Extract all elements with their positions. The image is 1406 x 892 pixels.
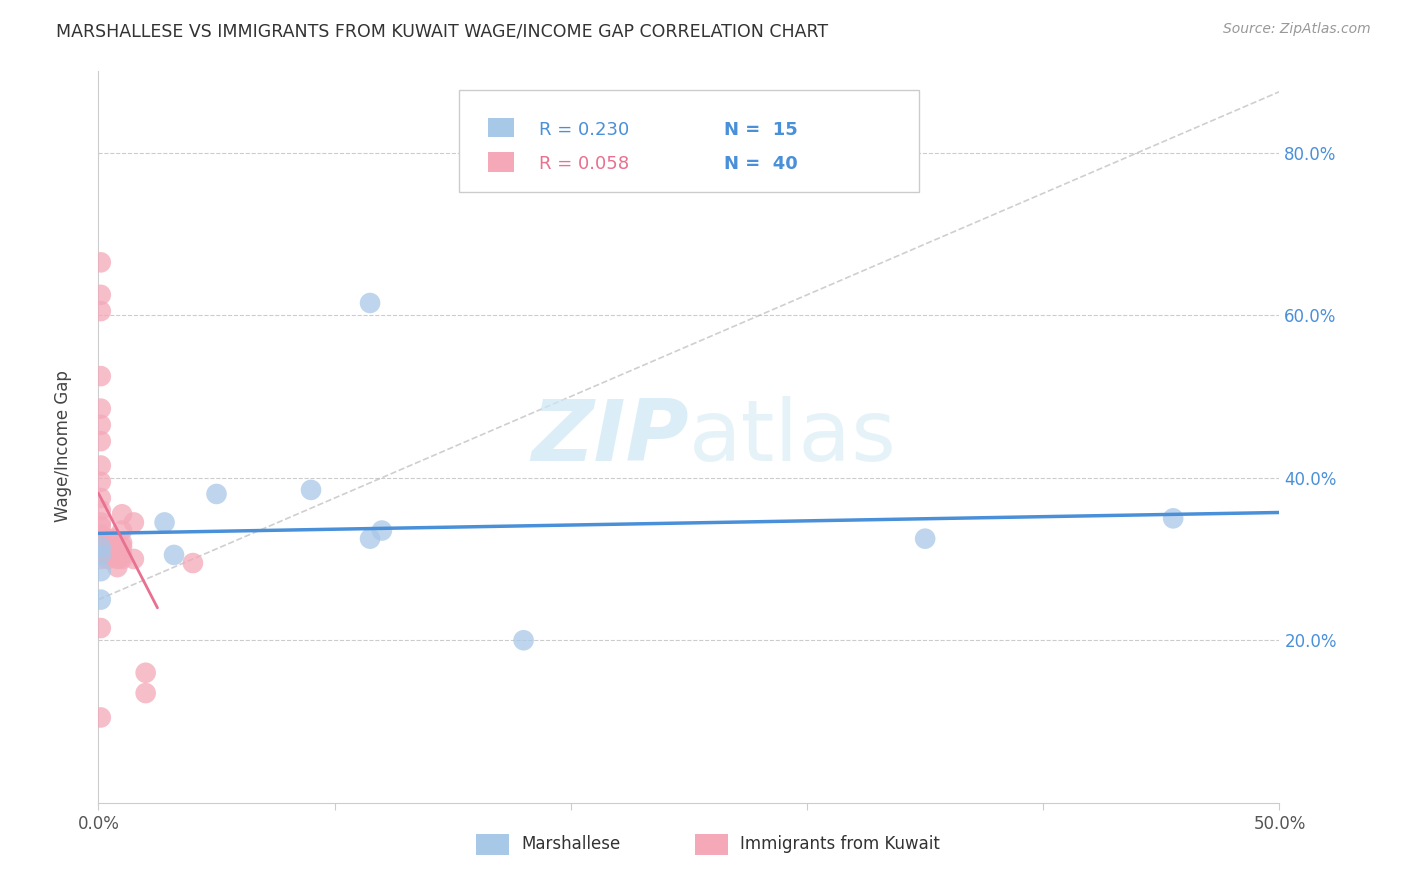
FancyBboxPatch shape xyxy=(488,153,515,171)
Text: atlas: atlas xyxy=(689,395,897,479)
Text: R = 0.058: R = 0.058 xyxy=(538,155,628,173)
Point xyxy=(153,516,176,530)
Point xyxy=(90,621,112,635)
Point xyxy=(90,491,112,505)
Text: Marshallese: Marshallese xyxy=(522,836,620,854)
Point xyxy=(299,483,322,497)
Point xyxy=(181,556,204,570)
Point xyxy=(90,503,112,517)
Text: MARSHALLESE VS IMMIGRANTS FROM KUWAIT WAGE/INCOME GAP CORRELATION CHART: MARSHALLESE VS IMMIGRANTS FROM KUWAIT WA… xyxy=(56,22,828,40)
Point xyxy=(90,535,112,549)
Point xyxy=(90,540,112,554)
Point xyxy=(111,548,134,562)
Text: ZIP: ZIP xyxy=(531,395,689,479)
Point xyxy=(90,519,112,533)
Point xyxy=(90,255,112,269)
Point xyxy=(135,686,157,700)
Point xyxy=(1161,511,1184,525)
Point xyxy=(90,532,112,546)
Point xyxy=(122,552,145,566)
FancyBboxPatch shape xyxy=(477,833,509,855)
Point xyxy=(205,487,228,501)
Point xyxy=(90,288,112,302)
Text: Wage/Income Gap: Wage/Income Gap xyxy=(55,370,72,522)
FancyBboxPatch shape xyxy=(488,118,515,137)
Point xyxy=(90,369,112,384)
Point xyxy=(111,540,134,554)
Point xyxy=(163,548,186,562)
Point xyxy=(90,434,112,449)
Text: Source: ZipAtlas.com: Source: ZipAtlas.com xyxy=(1223,22,1371,37)
FancyBboxPatch shape xyxy=(458,90,920,192)
Point xyxy=(101,532,124,546)
Point xyxy=(111,508,134,522)
Point xyxy=(90,304,112,318)
Point xyxy=(90,516,112,530)
Point xyxy=(111,524,134,538)
Point xyxy=(105,560,128,574)
Point xyxy=(359,296,381,310)
Point xyxy=(105,552,128,566)
Point xyxy=(90,548,112,562)
Point xyxy=(90,710,112,724)
Point xyxy=(101,548,124,562)
Point xyxy=(90,540,112,554)
Point xyxy=(111,535,134,549)
Text: N =  15: N = 15 xyxy=(724,121,799,139)
Text: N =  40: N = 40 xyxy=(724,155,799,173)
Point xyxy=(97,544,120,558)
Point xyxy=(90,552,112,566)
Point xyxy=(97,532,120,546)
Point xyxy=(97,552,120,566)
FancyBboxPatch shape xyxy=(695,833,728,855)
Point xyxy=(90,458,112,473)
Point xyxy=(914,532,936,546)
Point xyxy=(90,401,112,416)
Point xyxy=(90,527,112,541)
Point xyxy=(111,552,134,566)
Point xyxy=(512,633,534,648)
Point xyxy=(90,475,112,489)
Point xyxy=(101,535,124,549)
Point xyxy=(135,665,157,680)
Point xyxy=(122,516,145,530)
Point xyxy=(90,548,112,562)
Point xyxy=(90,592,112,607)
Point xyxy=(90,564,112,578)
Text: R = 0.230: R = 0.230 xyxy=(538,121,630,139)
Point xyxy=(90,417,112,432)
Text: Immigrants from Kuwait: Immigrants from Kuwait xyxy=(740,836,939,854)
Point xyxy=(359,532,381,546)
Point xyxy=(371,524,394,538)
